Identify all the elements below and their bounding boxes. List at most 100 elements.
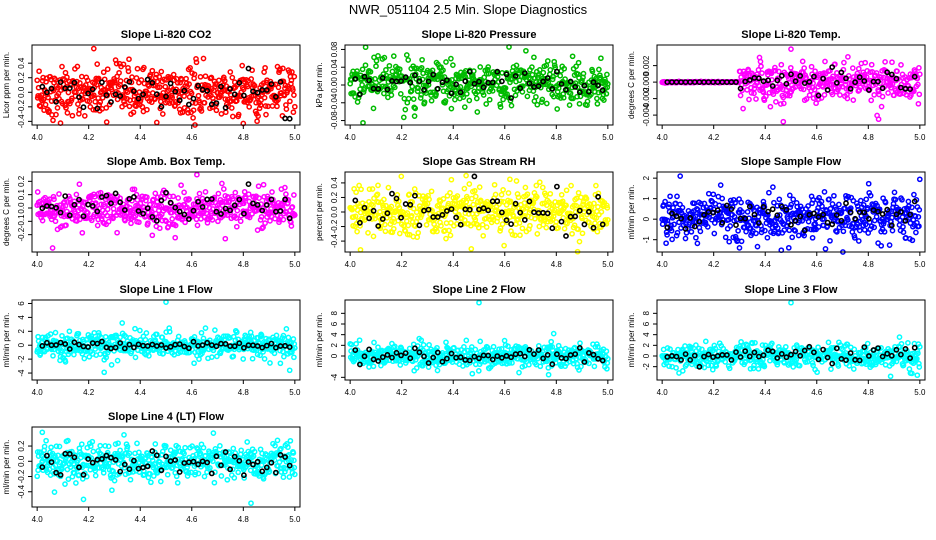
data-point: [891, 92, 897, 99]
data-point: [454, 193, 461, 199]
data-point: [290, 109, 297, 116]
y-tick-label: 0: [642, 216, 651, 221]
reference-point: [254, 201, 261, 208]
data-point: [371, 339, 377, 346]
y-tick-label: 0.08: [330, 41, 339, 57]
data-point: [754, 243, 761, 250]
data-point: [202, 73, 209, 80]
reference-point: [85, 201, 91, 208]
data-point: [362, 44, 369, 51]
reference-point: [277, 208, 284, 214]
data-point: [688, 228, 695, 235]
data-point: [915, 81, 921, 88]
data-point: [215, 218, 221, 225]
reference-point: [847, 85, 854, 92]
data-point: [829, 91, 836, 98]
reference-point: [71, 79, 78, 86]
reference-point: [39, 205, 46, 212]
data-point: [203, 210, 210, 217]
reference-point: [824, 87, 831, 93]
plot-title: Slope Line 3 Flow: [745, 284, 838, 296]
data-point: [899, 196, 905, 203]
data-point: [92, 98, 99, 105]
data-point: [398, 173, 405, 180]
reference-point: [765, 77, 771, 84]
reference-point: [366, 77, 372, 84]
x-tick-label: 4.6: [186, 260, 198, 269]
data-point: [705, 190, 712, 197]
reference-point: [135, 95, 142, 102]
data-point: [169, 216, 176, 222]
data-point: [277, 66, 283, 72]
data-point: [434, 367, 441, 374]
reference-point: [163, 93, 169, 100]
data-point: [456, 75, 462, 82]
reference-point: [774, 212, 781, 219]
data-point: [717, 182, 724, 188]
reference-point: [190, 95, 197, 102]
data-point: [579, 230, 586, 237]
data-point: [100, 69, 107, 76]
reference-point: [434, 214, 441, 220]
data-point: [402, 106, 409, 113]
reference-point: [121, 207, 128, 213]
data-point: [584, 98, 591, 105]
reference-point: [581, 82, 588, 89]
data-point: [289, 204, 296, 210]
data-point: [127, 205, 133, 211]
data-point: [158, 202, 165, 209]
data-point: [764, 234, 771, 241]
data-point: [103, 354, 110, 361]
reference-point: [521, 70, 528, 76]
data-point: [538, 99, 545, 105]
data-point: [806, 92, 813, 99]
data-point: [408, 87, 415, 94]
data-point: [291, 354, 297, 361]
data-point: [738, 238, 745, 245]
data-point: [403, 52, 410, 58]
data-point: [760, 89, 767, 96]
data-point: [816, 194, 822, 201]
data-point: [116, 69, 122, 76]
data-point: [837, 92, 843, 98]
reference-point: [231, 91, 238, 98]
y-axis-label: degrees C per min.: [627, 51, 636, 119]
data-point: [838, 210, 845, 216]
data-point: [719, 195, 726, 202]
reference-point: [167, 80, 174, 87]
data-point: [103, 119, 110, 125]
data-point: [463, 337, 470, 344]
data-point: [353, 189, 359, 196]
data-point: [913, 229, 919, 236]
reference-point: [843, 200, 849, 207]
data-point: [558, 191, 565, 198]
data-point: [178, 182, 184, 189]
data-point: [119, 320, 126, 326]
reference-point: [783, 80, 790, 87]
data-point: [193, 216, 200, 223]
reference-point: [268, 196, 275, 203]
reference-point: [879, 211, 886, 217]
data-point: [37, 103, 44, 110]
reference-point: [540, 209, 546, 216]
data-point: [819, 203, 825, 210]
reference-point: [471, 173, 478, 180]
reference-point: [384, 210, 391, 217]
data-point: [909, 237, 916, 244]
data-point: [176, 94, 183, 101]
reference-point: [453, 214, 459, 221]
data-point: [845, 54, 851, 60]
data-point: [144, 106, 150, 113]
reference-point: [130, 193, 137, 200]
data-point: [461, 185, 468, 192]
data-point: [125, 68, 132, 75]
data-point: [879, 93, 886, 100]
data-point: [598, 55, 604, 62]
data-point: [283, 191, 289, 197]
data-point: [381, 54, 388, 61]
reference-point: [907, 211, 913, 218]
data-point: [575, 59, 582, 66]
data-point: [863, 196, 870, 203]
data-point: [53, 111, 59, 118]
reference-point: [117, 199, 124, 206]
